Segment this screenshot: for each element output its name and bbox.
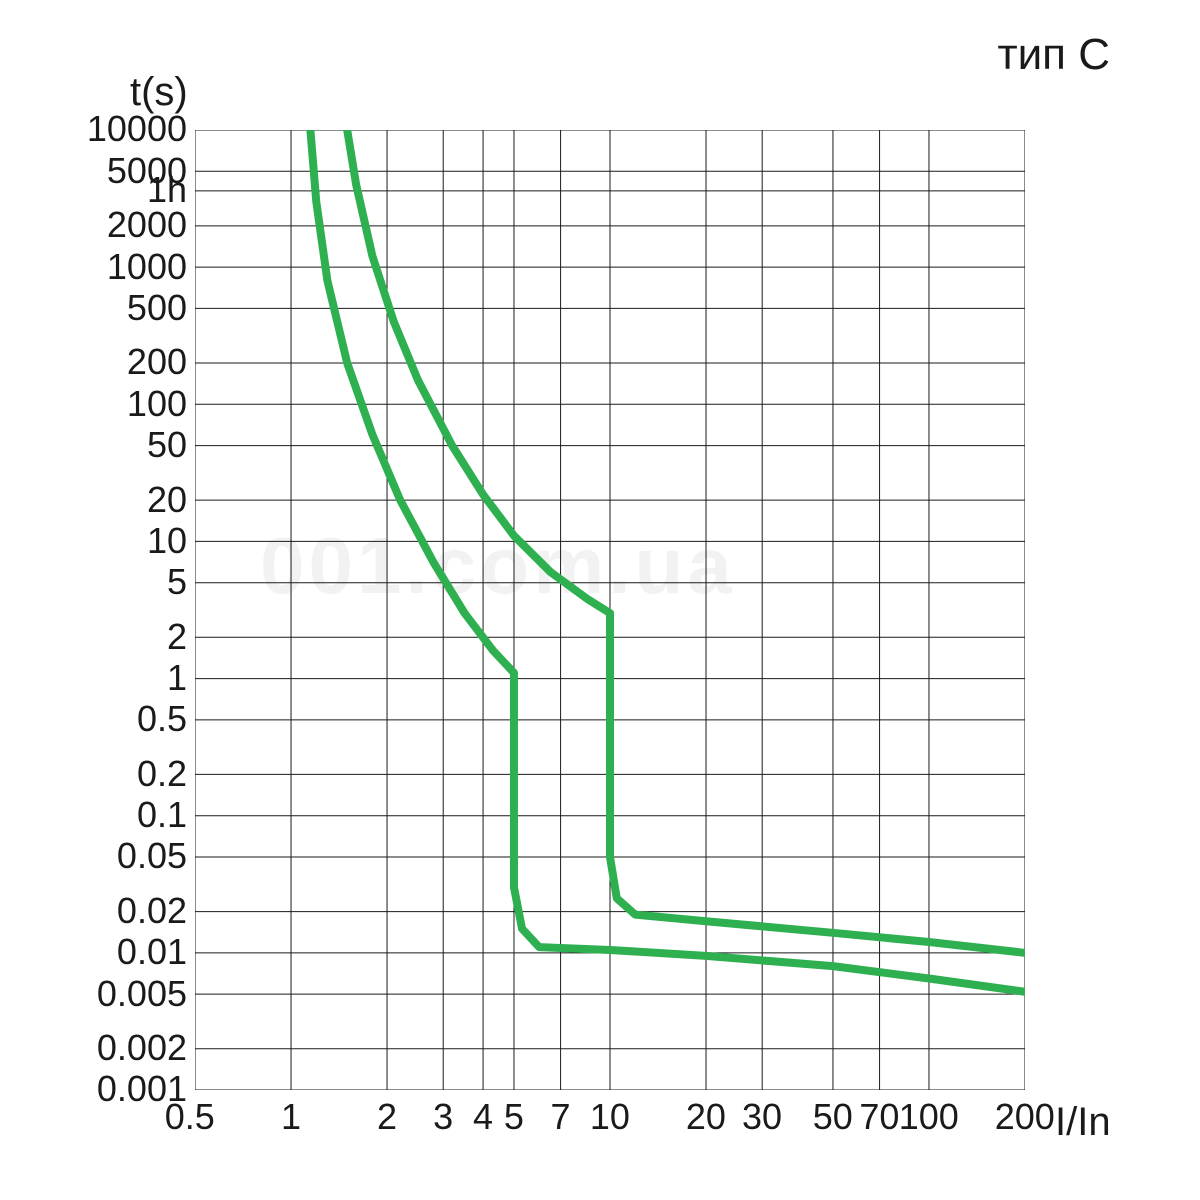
y-tick-label: 10000 <box>87 108 187 150</box>
x-tick-label: 5 <box>504 1096 524 1138</box>
plot-area <box>195 130 1025 1090</box>
x-tick-label: 10 <box>590 1096 630 1138</box>
y-tick-label: 0.002 <box>97 1027 187 1069</box>
y-tick-label: 2 <box>167 616 187 658</box>
y-tick-label: 500 <box>127 287 187 329</box>
x-tick-label: 50 <box>813 1096 853 1138</box>
x-tick-label: 0.5 <box>165 1096 215 1138</box>
y-tick-label: 2000 <box>107 204 187 246</box>
x-tick-label: 7 <box>551 1096 571 1138</box>
y-tick-label: 200 <box>127 341 187 383</box>
y-tick-label: 0.005 <box>97 973 187 1015</box>
chart-container: { "chart": { "type": "log-log-trip-curve… <box>0 0 1200 1200</box>
y-tick-label: 0.2 <box>137 753 187 795</box>
x-tick-label: 1 <box>281 1096 301 1138</box>
y-tick-label: 5 <box>167 561 187 603</box>
y-tick-label: 1000 <box>107 246 187 288</box>
chart-title: тип C <box>997 30 1110 80</box>
x-tick-label: 100 <box>899 1096 959 1138</box>
x-tick-label: 200 <box>995 1096 1055 1138</box>
x-tick-label: 70 <box>859 1096 899 1138</box>
y-tick-label: 0.05 <box>117 835 187 877</box>
y-tick-label: 0.01 <box>117 931 187 973</box>
y-tick-label: 1 <box>167 657 187 699</box>
x-tick-label: 3 <box>433 1096 453 1138</box>
y-tick-label: 10 <box>147 520 187 562</box>
y-tick-label: 20 <box>147 479 187 521</box>
x-tick-label: 2 <box>377 1096 397 1138</box>
x-tick-label: 30 <box>742 1096 782 1138</box>
x-axis-label: I/In <box>1055 1100 1111 1145</box>
y-tick-label: 0.02 <box>117 890 187 932</box>
y-tick-label: 0.5 <box>137 698 187 740</box>
y-tick-label: 50 <box>147 424 187 466</box>
y-tick-label: 100 <box>127 383 187 425</box>
x-tick-label: 4 <box>473 1096 493 1138</box>
x-tick-label: 20 <box>686 1096 726 1138</box>
y-tick-label: 0.1 <box>137 794 187 836</box>
